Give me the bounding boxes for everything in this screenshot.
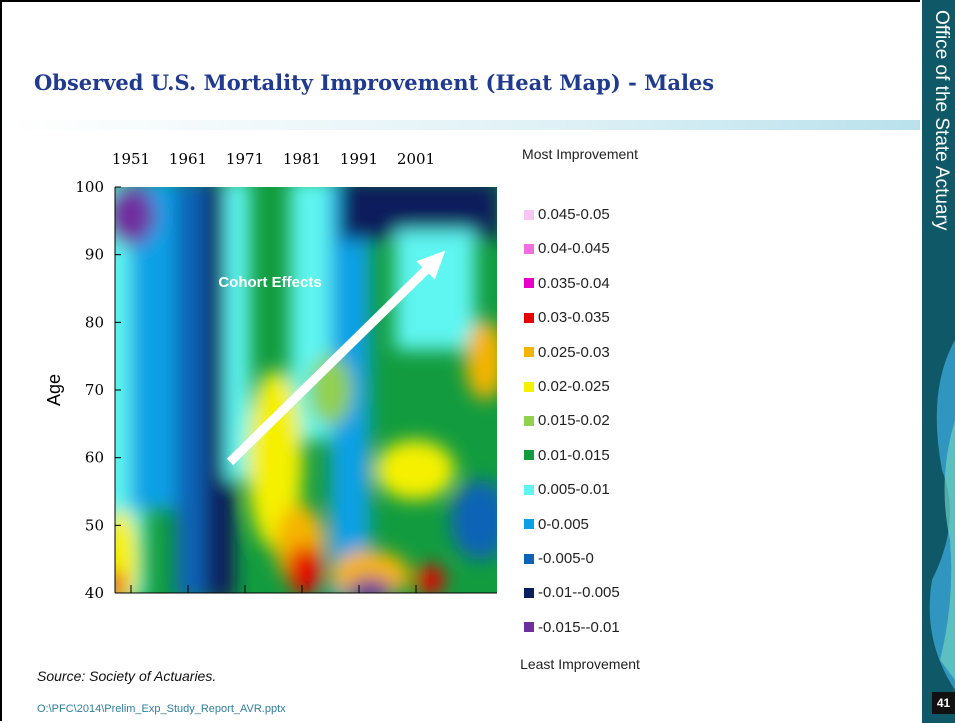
legend-label: 0.02-0.025 (538, 378, 610, 395)
annotation: Cohort Effects (218, 274, 321, 291)
y-tick-label: 70 (85, 381, 104, 399)
y-tick-label: 90 (85, 246, 104, 264)
legend-swatch (524, 485, 534, 495)
legend-label: 0.045-0.05 (538, 206, 610, 223)
x-tick-label: 1981 (283, 150, 321, 168)
source: Source: Society of Actuaries. (37, 668, 216, 684)
legend-label: 0.04-0.045 (538, 240, 610, 257)
heatmap: Cohort Effects Age 1951 1961 1971 1981 1991 2… (0, 0, 520, 650)
legend-item: 0.01-0.015 (524, 447, 610, 464)
page-number: 41 (932, 692, 955, 714)
file-path: O:\PFC\2014\Prelim_Exp_Study_Report_AVR.… (37, 703, 286, 715)
y-axis-label: Age (44, 374, 64, 406)
legend-swatch (524, 313, 534, 323)
legend-label: 0.005-0.01 (538, 481, 610, 498)
legend-swatch (524, 588, 534, 598)
y-tick-label: 40 (85, 584, 104, 602)
legend-item: 0.005-0.01 (524, 481, 610, 498)
legend-bottom: Least Improvement (515, 656, 645, 672)
legend-swatch (524, 622, 534, 632)
heatmap-surface (100, 180, 510, 610)
slide: Observed U.S. Mortality Improvement (Hea… (0, 0, 955, 723)
legend-swatch (524, 210, 534, 220)
x-tick-label: 1971 (226, 150, 264, 168)
y-tick-label: 100 (75, 178, 104, 196)
x-tick-label: 1951 (112, 150, 150, 168)
x-tick-label: 2001 (397, 150, 435, 168)
legend-item: 0.04-0.045 (524, 240, 610, 257)
legend-label: -0.015--0.01 (538, 619, 620, 636)
legend-swatch (524, 416, 534, 426)
y-tick-label: 50 (85, 516, 104, 534)
legend-swatch (524, 278, 534, 288)
legend-swatch (524, 450, 534, 460)
legend-label: 0.03-0.035 (538, 309, 610, 326)
x-tick-label: 1991 (340, 150, 378, 168)
legend-label: -0.01--0.005 (538, 584, 620, 601)
legend-swatch (524, 519, 534, 529)
legend-item: -0.005-0 (524, 550, 594, 567)
legend-item: 0.025-0.03 (524, 344, 610, 361)
legend-item: 0.03-0.035 (524, 309, 610, 326)
legend-item: -0.015--0.01 (524, 619, 620, 636)
legend-label: 0.015-0.02 (538, 412, 610, 429)
legend-swatch (524, 554, 534, 564)
legend-swatch (524, 347, 534, 357)
legend-item: 0.045-0.05 (524, 206, 610, 223)
side-title: Office of the State Actuary (930, 10, 952, 230)
legend-item: 0.035-0.04 (524, 275, 610, 292)
legend-item: 0.02-0.025 (524, 378, 610, 395)
legend-label: 0.025-0.03 (538, 344, 610, 361)
legend-label: 0.01-0.015 (538, 447, 610, 464)
legend-label: -0.005-0 (538, 550, 594, 567)
y-tick-label: 80 (85, 313, 104, 331)
legend-item: 0-0.005 (524, 516, 589, 533)
legend-item: 0.015-0.02 (524, 412, 610, 429)
legend-swatch (524, 244, 534, 254)
x-tick-label: 1961 (169, 150, 207, 168)
legend-label: 0-0.005 (538, 516, 589, 533)
legend-top: Most Improvement (515, 146, 645, 162)
legend-item: -0.01--0.005 (524, 584, 620, 601)
y-tick-label: 60 (85, 449, 104, 467)
legend-label: 0.035-0.04 (538, 275, 610, 292)
legend-swatch (524, 382, 534, 392)
